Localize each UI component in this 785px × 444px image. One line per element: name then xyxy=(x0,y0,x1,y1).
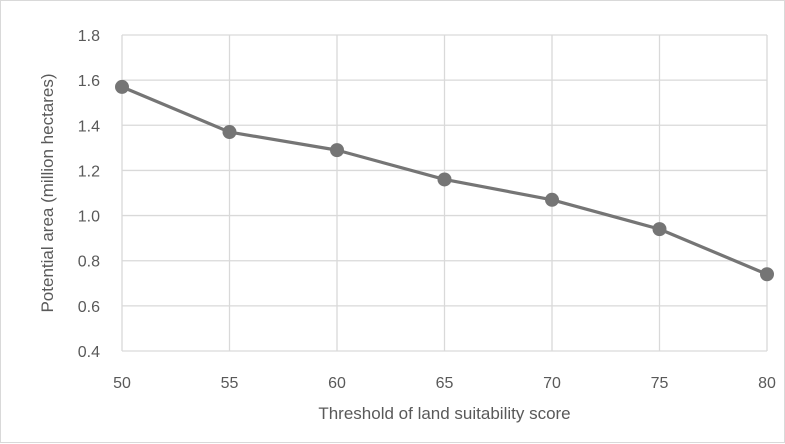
y-tick-label: 0.6 xyxy=(78,299,100,316)
data-point xyxy=(330,143,344,158)
data-point xyxy=(437,172,452,187)
y-tick-label: 1.6 xyxy=(78,73,100,90)
data-point xyxy=(760,267,774,282)
grid-lines xyxy=(121,34,768,352)
data-points xyxy=(115,79,774,282)
x-tick-label: 80 xyxy=(758,375,776,392)
data-point xyxy=(652,222,667,237)
x-tick-label: 70 xyxy=(543,375,561,392)
data-point xyxy=(222,125,237,140)
y-tick-label: 1.0 xyxy=(78,209,100,226)
y-tick-label: 0.8 xyxy=(78,254,100,271)
data-point xyxy=(545,192,559,207)
data-point xyxy=(115,79,129,94)
y-tick-label: 0.4 xyxy=(78,344,100,361)
y-axis-title: Potential area (million hectares) xyxy=(38,73,57,312)
x-tick-label: 50 xyxy=(113,375,131,392)
x-axis-ticks: 50 55 60 65 70 75 80 xyxy=(113,375,776,392)
x-axis-title: Threshold of land suitability score xyxy=(318,404,570,423)
x-tick-label: 55 xyxy=(221,375,239,392)
y-axis-ticks: 0.4 0.6 0.8 1.0 1.2 1.4 1.6 1.8 xyxy=(78,28,100,361)
y-tick-label: 1.8 xyxy=(78,28,100,45)
x-tick-label: 65 xyxy=(436,375,454,392)
x-tick-label: 60 xyxy=(328,375,346,392)
x-tick-label: 75 xyxy=(651,375,669,392)
y-tick-label: 1.4 xyxy=(78,118,100,135)
y-tick-label: 1.2 xyxy=(78,163,100,180)
